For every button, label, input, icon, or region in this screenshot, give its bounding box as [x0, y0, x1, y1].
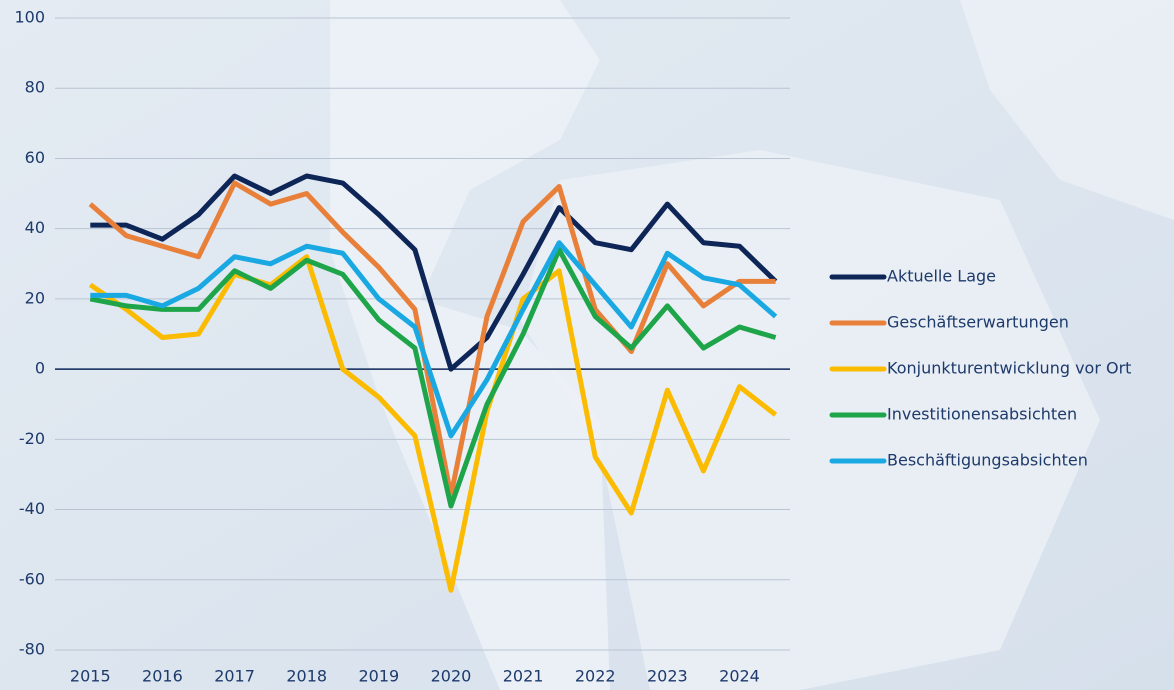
x-tick-label: 2020: [431, 667, 472, 686]
x-tick-label: 2024: [719, 667, 760, 686]
legend-label: Beschäftigungsabsichten: [887, 451, 1088, 470]
y-tick-label: 60: [25, 148, 45, 167]
y-tick-label: -60: [19, 569, 45, 588]
map-shape: [520, 150, 1100, 690]
y-tick-label: 80: [25, 78, 45, 97]
map-shape: [960, 0, 1174, 220]
x-tick-label: 2018: [286, 667, 327, 686]
series-line: [88, 254, 778, 593]
y-tick-label: -40: [19, 499, 45, 518]
map-shape: [330, 0, 610, 690]
x-tick-label: 2021: [503, 667, 544, 686]
y-tick-label: 40: [25, 218, 45, 237]
series-line: [89, 247, 777, 509]
series-line: [88, 180, 776, 499]
x-tick-label: 2019: [358, 667, 399, 686]
legend-label: Aktuelle Lage: [887, 267, 996, 286]
y-tick-label: 100: [14, 8, 45, 27]
x-tick-label: 2022: [575, 667, 616, 686]
legend-label: Konjunkturentwicklung vor Ort: [887, 359, 1131, 378]
x-tick-label: 2017: [214, 667, 255, 686]
y-tick-label: 20: [25, 288, 45, 307]
series-line: [90, 240, 778, 439]
y-tick-label: 0: [35, 359, 45, 378]
x-tick-label: 2023: [647, 667, 688, 686]
series-line: [90, 173, 778, 372]
legend-label: Investitionensabsichten: [887, 405, 1077, 424]
x-tick-label: 2016: [142, 667, 183, 686]
x-tick-label: 2015: [70, 667, 111, 686]
legend-label: Geschäftserwartungen: [887, 313, 1069, 332]
y-tick-label: -80: [19, 640, 45, 659]
y-tick-label: -20: [19, 429, 45, 448]
